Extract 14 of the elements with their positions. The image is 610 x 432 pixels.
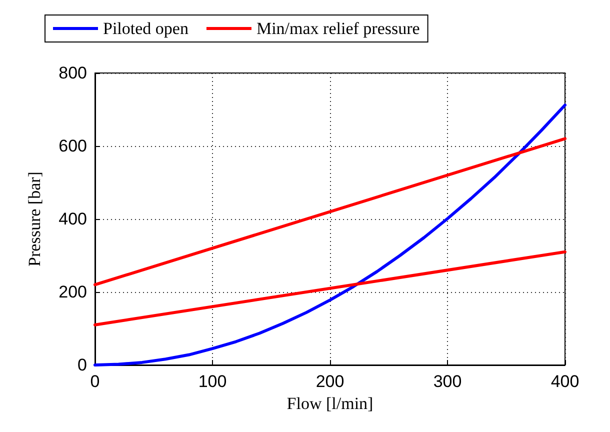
y-tick-label: 400 xyxy=(58,210,87,228)
x-tick-label: 300 xyxy=(433,372,462,391)
y-tick-label: 200 xyxy=(58,282,87,302)
y-tick-label: 0 xyxy=(78,356,87,374)
y-axis-title: Pressure [bar] xyxy=(25,172,44,266)
y-tick-label: 600 xyxy=(58,136,87,156)
y-tick-label: 800 xyxy=(58,64,87,82)
x-tick-label: 100 xyxy=(198,372,227,391)
x-axis-title: Flow [l/min] xyxy=(286,394,374,413)
x-tick-label: 200 xyxy=(316,372,344,391)
legend-label: Piloted open xyxy=(103,19,189,38)
x-tick-label: 400 xyxy=(550,372,580,391)
legend-label: Min/max relief pressure xyxy=(256,19,420,38)
x-tick-label: 0 xyxy=(90,372,100,391)
